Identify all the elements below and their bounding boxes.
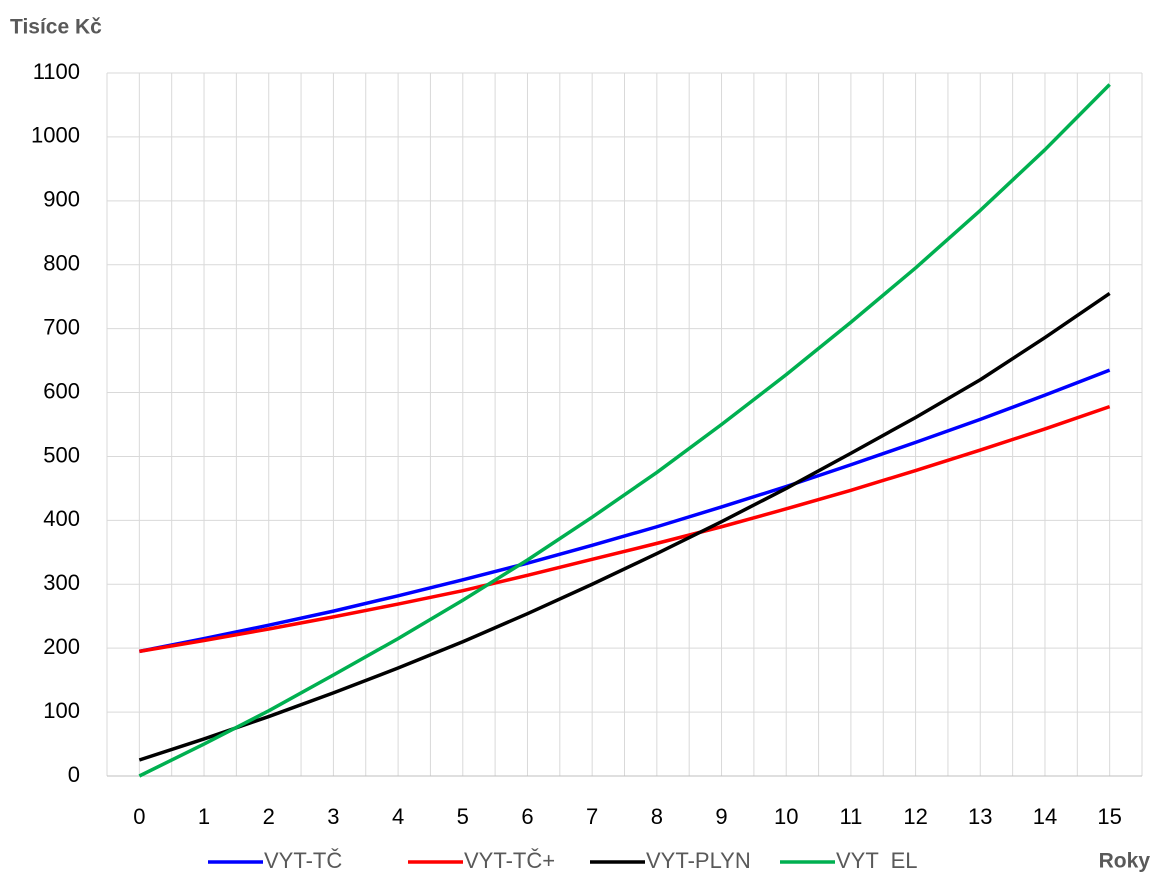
x-tick-label: 2 <box>263 804 275 829</box>
y-tick-label: 800 <box>43 251 80 276</box>
x-tick-label: 9 <box>715 804 727 829</box>
x-tick-label: 10 <box>774 804 798 829</box>
y-tick-label: 1000 <box>31 123 80 148</box>
y-tick-label: 400 <box>43 506 80 531</box>
x-tick-label: 7 <box>586 804 598 829</box>
x-tick-label: 6 <box>521 804 533 829</box>
x-tick-label: 15 <box>1097 804 1121 829</box>
x-tick-label: 1 <box>198 804 210 829</box>
x-tick-label: 13 <box>968 804 992 829</box>
legend-label: VYT-TČ+ <box>464 848 555 873</box>
y-tick-label: 1100 <box>33 59 80 84</box>
y-tick-label: 100 <box>43 698 80 723</box>
y-tick-label: 0 <box>68 762 80 787</box>
y-tick-label: 500 <box>43 442 80 467</box>
x-axis-label: Roky <box>1099 850 1151 873</box>
series-line <box>139 368 1111 654</box>
legend-label: VYT EL <box>836 848 918 873</box>
legend-label: VYT-TČ <box>264 848 342 873</box>
series-line <box>139 404 1111 654</box>
series-line <box>138 83 1111 778</box>
y-tick-label: 700 <box>43 314 80 339</box>
legend-label: VYT-PLYN <box>646 848 751 873</box>
y-tick-label: 900 <box>43 187 80 212</box>
x-tick-label: 4 <box>392 804 404 829</box>
x-tick-label: 3 <box>327 804 339 829</box>
x-tick-label: 14 <box>1033 804 1057 829</box>
x-tick-label: 12 <box>903 804 927 829</box>
x-tick-label: 8 <box>651 804 663 829</box>
series-line <box>138 292 1111 762</box>
y-tick-label: 300 <box>43 570 80 595</box>
x-tick-label: 0 <box>133 804 145 829</box>
y-tick-label: 200 <box>43 634 80 659</box>
y-axis-label: Tisíce Kč <box>10 16 102 39</box>
y-tick-label: 600 <box>43 378 80 403</box>
x-tick-label: 11 <box>839 804 862 829</box>
x-tick-label: 5 <box>457 804 469 829</box>
